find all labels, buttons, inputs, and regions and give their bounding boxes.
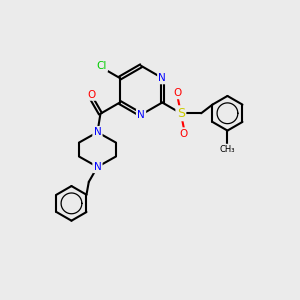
Text: N: N — [94, 127, 101, 137]
Text: O: O — [87, 89, 95, 100]
Text: Cl: Cl — [96, 61, 107, 71]
Text: N: N — [94, 162, 101, 172]
Text: CH₃: CH₃ — [220, 145, 235, 154]
Text: S: S — [177, 107, 185, 120]
Text: O: O — [180, 129, 188, 139]
Text: N: N — [137, 110, 145, 120]
Text: O: O — [174, 88, 182, 98]
Text: N: N — [158, 73, 166, 83]
